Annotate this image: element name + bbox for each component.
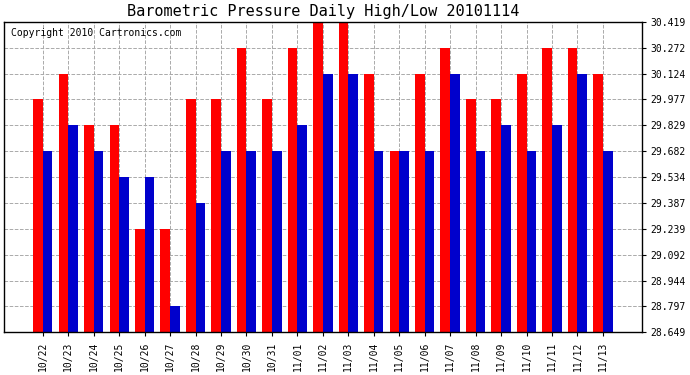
- Bar: [221, 151, 230, 332]
- Bar: [313, 22, 323, 332]
- Bar: [552, 125, 562, 332]
- Bar: [517, 74, 526, 332]
- Bar: [110, 125, 119, 332]
- Bar: [246, 151, 256, 332]
- Bar: [288, 48, 297, 332]
- Bar: [603, 151, 613, 332]
- Bar: [475, 151, 485, 332]
- Bar: [593, 74, 603, 332]
- Bar: [450, 74, 460, 332]
- Bar: [364, 74, 374, 332]
- Bar: [94, 151, 104, 332]
- Bar: [59, 74, 68, 332]
- Text: Copyright 2010 Cartronics.com: Copyright 2010 Cartronics.com: [10, 28, 181, 38]
- Bar: [186, 99, 195, 332]
- Bar: [262, 99, 272, 332]
- Bar: [272, 151, 282, 332]
- Bar: [390, 151, 400, 332]
- Bar: [135, 229, 145, 332]
- Bar: [145, 177, 155, 332]
- Bar: [440, 48, 450, 332]
- Bar: [323, 74, 333, 332]
- Bar: [466, 99, 475, 332]
- Bar: [526, 151, 536, 332]
- Bar: [348, 74, 358, 332]
- Bar: [68, 125, 78, 332]
- Bar: [170, 306, 180, 332]
- Bar: [578, 74, 587, 332]
- Bar: [542, 48, 552, 332]
- Bar: [33, 99, 43, 332]
- Bar: [237, 48, 246, 332]
- Bar: [374, 151, 384, 332]
- Bar: [415, 74, 425, 332]
- Bar: [400, 151, 409, 332]
- Bar: [425, 151, 435, 332]
- Bar: [161, 229, 170, 332]
- Title: Barometric Pressure Daily High/Low 20101114: Barometric Pressure Daily High/Low 20101…: [127, 4, 519, 19]
- Bar: [297, 125, 307, 332]
- Bar: [491, 99, 501, 332]
- Bar: [195, 203, 205, 332]
- Bar: [84, 125, 94, 332]
- Bar: [119, 177, 129, 332]
- Bar: [501, 125, 511, 332]
- Bar: [43, 151, 52, 332]
- Bar: [211, 99, 221, 332]
- Bar: [339, 22, 348, 332]
- Bar: [568, 48, 578, 332]
